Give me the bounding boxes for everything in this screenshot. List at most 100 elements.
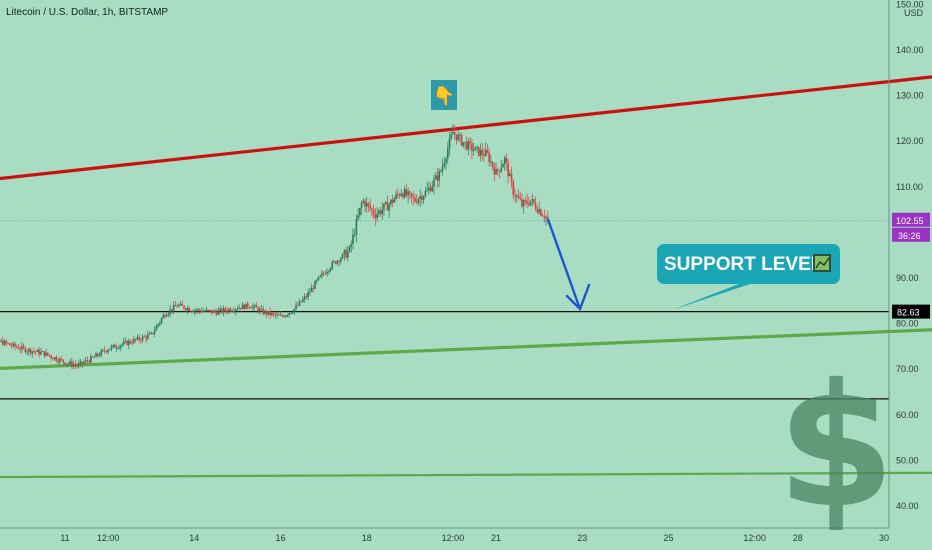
candle-body [122, 341, 125, 345]
x-tick-label: 30 [879, 533, 889, 543]
candle-body [231, 310, 234, 312]
candle-body [250, 307, 253, 309]
candle-body [238, 307, 240, 310]
candle-body [117, 347, 120, 349]
candle-body [148, 333, 151, 335]
candle-body [310, 287, 313, 292]
candle-body [86, 360, 89, 362]
y-tick-label: 130.00 [896, 91, 924, 101]
candle-body [90, 356, 92, 363]
candle-body [312, 287, 315, 289]
candle-body [91, 356, 94, 358]
candle-body [357, 215, 359, 220]
candle-body [43, 351, 46, 356]
candle-body [196, 309, 199, 311]
y-tick-label: 90.00 [896, 273, 919, 283]
candle-body [367, 202, 370, 205]
candle-body [0, 340, 3, 342]
candle-body [534, 203, 537, 210]
candle-body [14, 343, 16, 347]
candle-body [264, 311, 266, 314]
candle-body [496, 169, 499, 171]
y-tick-label: 40.00 [896, 501, 919, 511]
candle-body [215, 312, 218, 315]
candle-body [84, 360, 87, 363]
candle-body [540, 209, 542, 216]
candle-body [222, 308, 225, 313]
candle-body [405, 189, 408, 196]
candle-body [114, 344, 116, 349]
candle-body [431, 186, 434, 192]
candle-body [40, 351, 42, 355]
candle-body [402, 193, 404, 198]
candle-body [426, 189, 428, 192]
plot-area[interactable] [0, 75, 932, 479]
candle-body [96, 353, 99, 356]
candle-body [448, 138, 451, 149]
candle-body [512, 181, 515, 195]
candle-body [271, 313, 273, 316]
candle-body [467, 141, 470, 150]
candle-body [319, 275, 321, 277]
candle-body [388, 204, 390, 211]
countdown-badge [892, 227, 930, 242]
candle-body [410, 193, 413, 197]
candle-body [352, 234, 354, 244]
candle-body [176, 306, 178, 307]
candle-body [202, 311, 204, 312]
candle-body [110, 346, 113, 350]
candle-body [152, 332, 154, 334]
candle-body [419, 196, 421, 199]
candle-body [276, 314, 278, 316]
x-tick-label: 21 [491, 533, 501, 543]
pointing-down-icon: 👇 [433, 86, 455, 107]
dollar-sign-icon: $ [777, 348, 895, 546]
candle-body [481, 149, 484, 155]
y-tick-label: 110.00 [896, 182, 923, 192]
candle-body [126, 340, 128, 345]
candle-body [262, 308, 265, 314]
candle-body [372, 209, 375, 215]
candle-body [281, 315, 284, 317]
candle-body [174, 305, 177, 307]
candle-body [241, 304, 244, 310]
candle-body [317, 276, 320, 281]
candle-body [184, 308, 187, 311]
candle-body [81, 361, 84, 364]
candle-body [355, 219, 358, 235]
candle-body [48, 355, 51, 356]
candle-body [31, 351, 34, 354]
candle-body [541, 215, 544, 217]
candle-body [198, 309, 201, 311]
candle-body [188, 307, 190, 311]
candle-body [429, 187, 432, 192]
candle-body [164, 314, 166, 317]
lower-trendline [0, 471, 932, 479]
candle-body [212, 310, 215, 313]
candle-body [459, 134, 461, 136]
y-tick-label: 50.00 [896, 455, 919, 465]
candle-body [533, 199, 535, 204]
candle-body [524, 200, 527, 201]
candle-body [384, 202, 387, 204]
candle-body [115, 347, 118, 349]
candle-body [509, 173, 511, 177]
candle-body [329, 268, 332, 271]
candle-body [134, 338, 137, 340]
candle-body [393, 198, 396, 203]
candle-body [103, 350, 106, 352]
y-tick-label: 150.00 [896, 0, 924, 9]
candle-body [391, 199, 394, 203]
candle-body [324, 273, 327, 275]
candle-body [531, 199, 534, 201]
candle-body [498, 170, 501, 172]
candle-body [269, 311, 271, 316]
candle-body [390, 199, 392, 205]
candle-body [340, 258, 342, 262]
candle-body [234, 309, 237, 312]
candle-body [98, 355, 101, 357]
candle-body [403, 189, 406, 198]
support-callout-pointer [672, 282, 756, 310]
candle-body [345, 250, 347, 258]
